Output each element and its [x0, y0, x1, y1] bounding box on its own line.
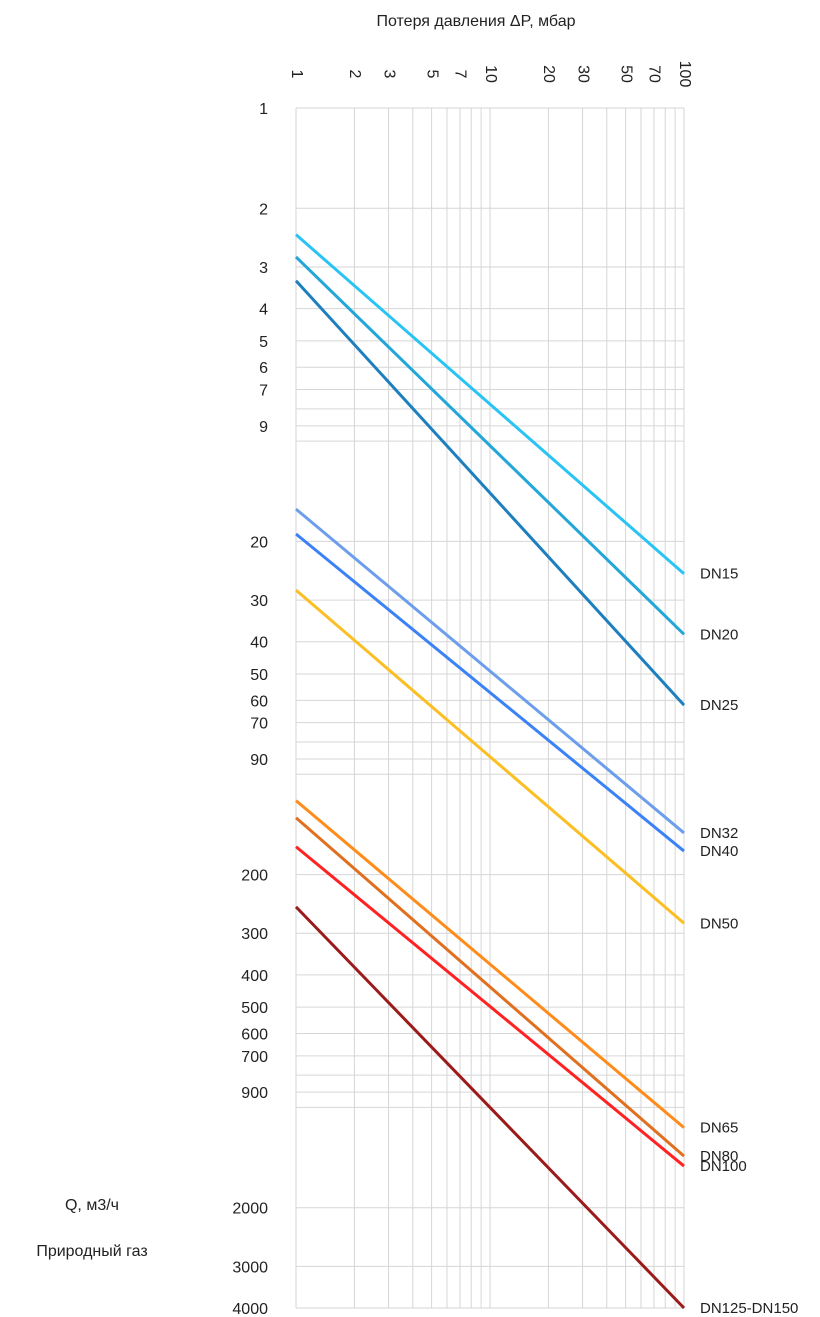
series-line-dn100	[295, 845, 685, 1168]
y-tick-label: 2	[259, 201, 268, 218]
x-axis-title: Потеря давления ΔP, мбар	[376, 13, 575, 30]
y-tick-label: 5	[259, 334, 268, 351]
series-label-dn32: DN32	[700, 825, 738, 842]
x-tick-label: 70	[646, 65, 663, 83]
y-tick-labels: 1 2 3 4 5 6 7 9 20 30 40 50 60 70 90 200 300 400 500 600 700…	[232, 101, 268, 1317]
x-tick-label: 5	[423, 70, 440, 79]
series-line-dn15	[295, 233, 685, 575]
y-axis-title: Q, м3/ч	[65, 1197, 119, 1214]
y-tick-label: 40	[250, 635, 268, 652]
series-label-dn80: DN80	[700, 1148, 738, 1165]
y-tick-label: 500	[241, 1000, 268, 1017]
y-tick-label: 1	[259, 101, 268, 118]
y-tick-label: 3000	[232, 1259, 268, 1276]
x-tick-label: 2	[346, 70, 363, 79]
grid	[295, 107, 685, 1309]
y-tick-label: 600	[241, 1027, 268, 1044]
y-tick-label: 60	[250, 693, 268, 710]
y-axis-subtitle: Природный газ	[36, 1243, 147, 1260]
x-tick-label: 30	[574, 65, 591, 83]
series-label-dn25: DN25	[700, 697, 738, 714]
series-line-dn80	[295, 816, 685, 1158]
y-tick-label: 700	[241, 1049, 268, 1066]
y-tick-label: 3	[259, 260, 268, 277]
y-tick-label: 90	[250, 752, 268, 769]
y-tick-label: 900	[241, 1085, 268, 1102]
y-tick-label: 70	[250, 716, 268, 733]
series-line-dn65	[295, 799, 685, 1129]
x-tick-label: 3	[380, 70, 397, 79]
y-tick-label: 20	[250, 534, 268, 551]
series-line-dn40	[295, 532, 685, 853]
x-tick-label: 7	[452, 70, 469, 79]
y-tick-label: 200	[241, 868, 268, 885]
series-label-dn65: DN65	[700, 1120, 738, 1137]
series-label-dn15: DN15	[700, 566, 738, 583]
y-tick-label: 50	[250, 667, 268, 684]
y-tick-label: 6	[259, 360, 268, 377]
series-line-dn20	[294, 255, 686, 636]
series-line-dn125-dn150	[294, 905, 686, 1310]
x-tick-label: 100	[676, 61, 693, 88]
series-label-dn20: DN20	[700, 626, 738, 643]
x-tick-label: 20	[540, 65, 557, 83]
x-tick-label: 50	[617, 65, 634, 83]
series-line-dn25	[294, 279, 686, 707]
series-lines	[294, 233, 686, 1310]
x-tick-labels: 1 2 3 5 7 10 20 30 50 70 100	[288, 61, 693, 88]
y-tick-label: 2000	[232, 1201, 268, 1218]
series-label-dn50: DN50	[700, 915, 738, 932]
series-label-dn40: DN40	[700, 843, 738, 860]
x-tick-label: 10	[482, 65, 499, 83]
y-tick-label: 400	[241, 968, 268, 985]
series-line-dn32	[295, 507, 685, 835]
y-tick-label: 9	[259, 419, 268, 436]
series-line-dn50	[295, 588, 685, 925]
y-tick-label: 30	[250, 593, 268, 610]
series-label-dn100: DN100	[700, 1158, 747, 1175]
y-tick-label: 4000	[232, 1301, 268, 1317]
x-tick-label: 1	[288, 70, 305, 79]
y-tick-label: 7	[259, 383, 268, 400]
series-label-dn125-dn150: DN125-DN150	[700, 1300, 798, 1317]
y-tick-label: 4	[259, 302, 268, 319]
y-tick-label: 300	[241, 926, 268, 943]
